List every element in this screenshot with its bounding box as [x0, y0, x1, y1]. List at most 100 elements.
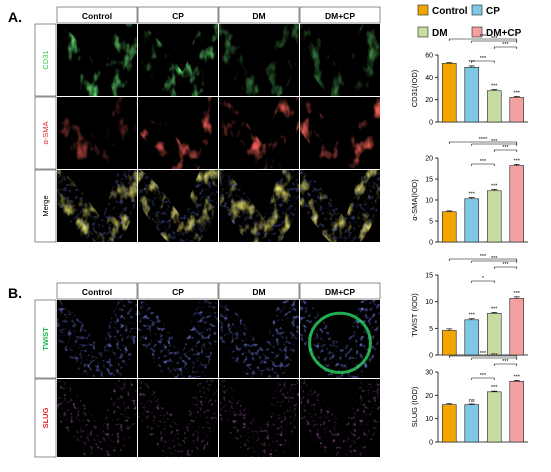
- y-tick-label: 5: [429, 326, 433, 333]
- y-tick-label: 10: [425, 299, 433, 306]
- y-tick-label: 0: [429, 240, 433, 247]
- panel-b-letter: B.: [8, 285, 22, 301]
- row-label-box-merge: [34, 169, 57, 243]
- bar-control: [441, 404, 457, 443]
- column-header-box-dm-cp: [299, 6, 381, 24]
- row-label-twist: TWIST: [41, 327, 50, 351]
- comparison-label: ***: [502, 42, 509, 48]
- row-label-slug: SLUG: [41, 407, 50, 428]
- row-label-cd31: CD31: [41, 50, 50, 69]
- y-tick-label: 40: [425, 75, 433, 82]
- column-header-dm: DM: [252, 287, 265, 297]
- panel-a-row-labels: CD31 α-SMA Merge: [34, 23, 57, 243]
- comparison-label: ***: [480, 373, 487, 379]
- panel-a-micrographs: [57, 24, 380, 242]
- legend-swatch-dm: [417, 26, 429, 38]
- bar-control: [441, 63, 457, 123]
- bar-cp: [464, 319, 480, 356]
- comparison-bracket: [471, 60, 495, 63]
- significance-label: ***: [491, 84, 498, 90]
- y-axis-label: SLUG (IOD): [410, 386, 419, 427]
- panel-a-letter: A.: [8, 9, 22, 25]
- comparison-label: ****: [479, 137, 488, 143]
- legend-label-dm: DM: [432, 28, 448, 39]
- panel-b-micrographs: [57, 300, 380, 457]
- comparison-label: ***: [502, 359, 509, 365]
- comparison-label: ***: [480, 159, 487, 165]
- significance-label: ***: [491, 184, 498, 190]
- comparison-bracket: [471, 260, 518, 263]
- legend-label-control: Control: [432, 6, 468, 17]
- row-label-box-cd31: [34, 23, 57, 97]
- column-header-box-control: [56, 6, 138, 24]
- comparison-label: ***: [480, 351, 487, 357]
- significance-label: ***: [514, 158, 521, 164]
- y-tick-label: 0: [429, 353, 433, 360]
- comparison-bracket: [448, 355, 518, 358]
- bar-cp: [464, 198, 480, 243]
- y-tick-label: 10: [425, 198, 433, 205]
- y-axis-label: TWIST (IOD): [410, 293, 419, 337]
- bar-cp: [464, 66, 480, 123]
- comparison-bracket: [471, 377, 495, 380]
- chart-legend: Control CP DM DM+CP: [417, 4, 522, 39]
- comparison-bracket: [448, 141, 518, 144]
- comparison-label: *: [482, 276, 485, 282]
- y-tick-label: 20: [425, 97, 433, 104]
- column-header-box-dm-cp: [299, 282, 381, 300]
- significance-label: ***: [469, 60, 476, 66]
- bar-charts: 0 20 40 60 CD31(IOD) *** *** *** *** *** *** *** 0 5 1…: [410, 34, 528, 447]
- y-tick-label: 10: [425, 416, 433, 423]
- comparison-bracket: [493, 363, 518, 366]
- legend-swatch-control: [417, 4, 429, 16]
- column-header-cp: CP: [172, 11, 184, 21]
- y-tick-label: 30: [425, 370, 433, 377]
- significance-label: ***: [491, 385, 498, 391]
- row-label-box-slug: [34, 378, 57, 458]
- bar-dm-cp: [509, 298, 525, 356]
- panel-b-row-labels: TWIST SLUG: [34, 299, 57, 458]
- comparison-bracket: [493, 46, 518, 49]
- bar-control: [441, 330, 457, 356]
- comparison-label: ***: [480, 34, 487, 40]
- column-header-dm-cp: DM+CP: [325, 11, 355, 21]
- comparison-bracket: [493, 266, 518, 269]
- column-header-box-dm: [218, 282, 300, 300]
- y-axis-label: α-SMA(IOD): [410, 179, 419, 221]
- significance-label: ***: [514, 91, 521, 97]
- bar-dm: [486, 391, 502, 443]
- column-header-dm: DM: [252, 11, 265, 21]
- legend-swatch-cp: [471, 4, 483, 16]
- comparison-bracket: [471, 143, 518, 146]
- row-label-box-twist: [34, 299, 57, 379]
- y-tick-label: 0: [429, 440, 433, 447]
- significance-label: ***: [469, 191, 476, 197]
- y-tick-label: 0: [429, 120, 433, 127]
- bar-control: [441, 211, 457, 243]
- bar-cp: [464, 404, 480, 443]
- bar-dm-cp: [509, 165, 525, 243]
- comparison-label: ***: [502, 145, 509, 151]
- legend-label-dm-cp: DM+CP: [486, 28, 522, 39]
- comparison-bracket: [471, 357, 518, 360]
- row-label-box-sma: [34, 96, 57, 170]
- comparison-bracket: [448, 38, 518, 41]
- y-tick-label: 15: [425, 177, 433, 184]
- y-tick-label: 60: [425, 53, 433, 60]
- comparison-label: ***: [480, 56, 487, 62]
- y-axis-label: CD31(IOD): [410, 69, 419, 107]
- legend-label-cp: CP: [486, 6, 500, 17]
- comparison-bracket: [493, 149, 518, 152]
- y-tick-label: 20: [425, 393, 433, 400]
- bar-dm-cp: [509, 97, 525, 123]
- legend-swatch-dm-cp: [471, 26, 483, 38]
- significance-label: ***: [514, 374, 521, 380]
- column-header-cp: CP: [172, 287, 184, 297]
- panel-a-column-headers: Control CP DM DM+CP: [56, 6, 381, 24]
- row-label-sma: α-SMA: [41, 121, 50, 144]
- comparison-bracket: [448, 258, 518, 261]
